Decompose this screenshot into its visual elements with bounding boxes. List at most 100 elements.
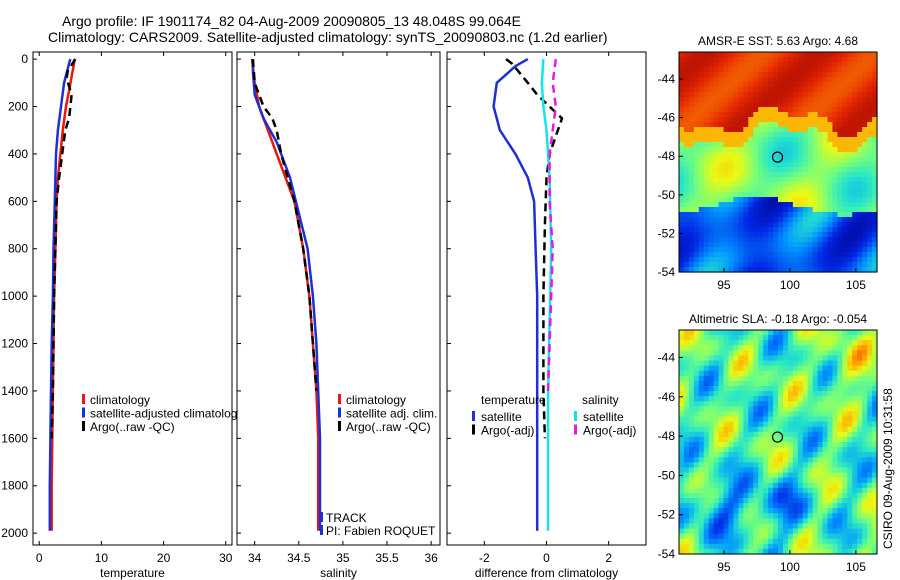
map-cell [688, 102, 695, 108]
map-cell [763, 137, 769, 143]
map-cell [837, 447, 843, 453]
map-cell [792, 421, 799, 428]
map-cell [773, 370, 779, 377]
map-cell [693, 370, 700, 377]
map-frame [678, 329, 878, 555]
map-cell [703, 538, 710, 545]
map-cell [807, 232, 814, 238]
map-cell [787, 350, 794, 357]
map-cell [872, 487, 878, 494]
map-cell [827, 142, 834, 148]
x-tick-label: 35.5 [375, 551, 399, 565]
map-cell [713, 262, 720, 268]
map-cell [787, 401, 794, 407]
map-cell [718, 117, 725, 123]
map-cell [862, 477, 868, 484]
map-cell [842, 107, 848, 113]
map-cell [827, 416, 834, 423]
map-cell [792, 411, 799, 418]
map-cell [688, 52, 695, 58]
map-cell [802, 498, 809, 504]
map-cell [713, 508, 720, 514]
map-cell [733, 212, 739, 218]
map-cell [703, 487, 710, 494]
map-cell [792, 426, 799, 433]
map-cell [703, 192, 710, 198]
map-cell [792, 391, 799, 397]
map-cell [778, 172, 784, 178]
map-cell [748, 391, 754, 397]
map-cell [782, 257, 789, 263]
map-cell [758, 538, 764, 545]
map-cell [763, 492, 769, 499]
map-cell [753, 162, 759, 168]
map-cell [688, 462, 695, 469]
map-cell [822, 345, 829, 351]
map-cell [817, 533, 824, 540]
map-cell [763, 107, 769, 113]
map-cell [857, 157, 863, 163]
map-cell [708, 462, 715, 469]
map-cell [792, 452, 799, 458]
map-cell [733, 187, 739, 193]
map-cell [698, 62, 705, 68]
map-cell [753, 436, 759, 443]
map-cell [837, 487, 843, 494]
map-cell [787, 87, 794, 93]
map-cell [797, 227, 804, 233]
map-cell [688, 447, 695, 453]
map-cell [812, 112, 819, 118]
map-cell [802, 518, 809, 525]
map-cell [688, 262, 695, 268]
map-cell [802, 457, 809, 463]
map-cell [688, 227, 695, 233]
map-cell [782, 457, 789, 463]
map-cell [748, 350, 754, 357]
map-cell [723, 396, 730, 402]
map-cell [822, 122, 829, 128]
map-cell [728, 360, 735, 367]
map-cell [738, 242, 744, 248]
map-cell [787, 411, 794, 418]
map-cell [797, 117, 804, 123]
map-cell [842, 62, 848, 68]
map-cell [703, 467, 710, 474]
map-cell [698, 498, 705, 504]
map-cell [708, 513, 715, 519]
map-cell [693, 498, 700, 504]
map-cell [842, 345, 848, 351]
map-cell [857, 355, 863, 362]
map-cell [792, 355, 799, 362]
map-cell [773, 162, 779, 168]
map-cell [748, 67, 754, 73]
map-cell [693, 152, 700, 158]
map-cell [778, 227, 784, 233]
map-cell [837, 192, 843, 198]
map-cell [718, 533, 725, 540]
map-cell [782, 375, 789, 382]
map-cell [773, 345, 779, 351]
map-cell [733, 401, 739, 407]
map-cell [679, 227, 685, 233]
map-cell [738, 426, 744, 433]
map-cell [787, 477, 794, 484]
map-cell [693, 172, 700, 178]
map-cell [763, 82, 769, 88]
map-cell [698, 447, 705, 453]
map-cell [698, 360, 705, 367]
map-cell [847, 452, 853, 458]
map-cell [827, 222, 834, 228]
map-cell [822, 107, 829, 113]
map-cell [703, 57, 710, 63]
map-cell [708, 137, 715, 143]
map-cell [703, 523, 710, 530]
map-cell [773, 142, 779, 148]
map-cell [787, 122, 794, 128]
map-cell [797, 498, 804, 504]
map-cell [807, 82, 814, 88]
map-cell [758, 421, 764, 428]
map-cell [847, 340, 853, 346]
map-cell [847, 122, 853, 128]
map-cell [683, 207, 690, 213]
map-cell [852, 267, 858, 273]
